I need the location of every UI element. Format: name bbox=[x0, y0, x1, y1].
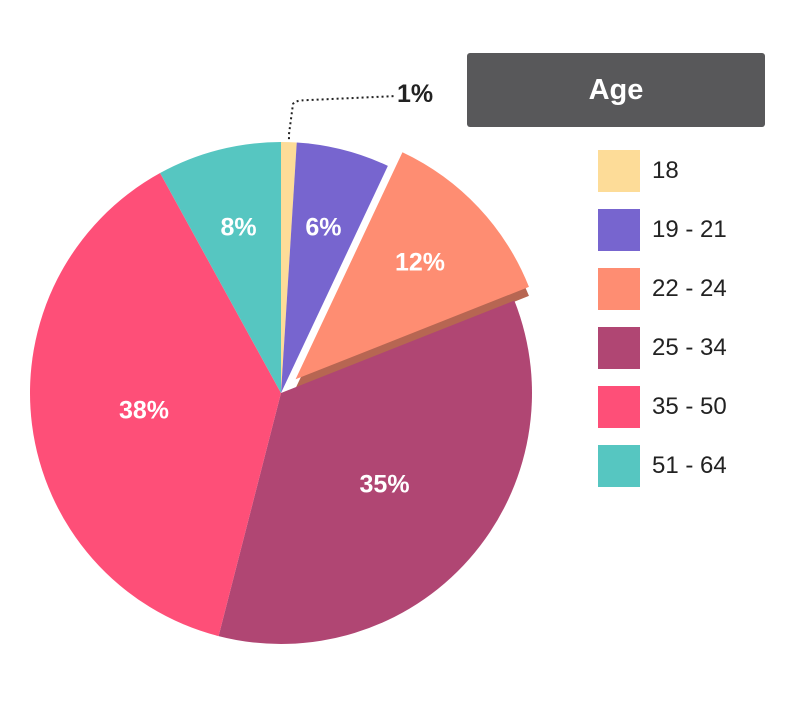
slice-label-19-21: 6% bbox=[305, 214, 341, 242]
pie-slice-labels: 6% 12% 35% 38% 8% bbox=[119, 214, 445, 499]
pie-slice-18 bbox=[281, 142, 297, 393]
pie-slice-51-64 bbox=[160, 142, 281, 393]
legend-item-19-21: 19 - 21 bbox=[598, 209, 788, 251]
legend-item-51-64: 51 - 64 bbox=[598, 445, 788, 487]
slice-label-25-34: 35% bbox=[360, 470, 410, 498]
legend-label: 35 - 50 bbox=[652, 393, 727, 420]
slice-label-35-50: 38% bbox=[119, 396, 169, 424]
slice-label-51-64: 8% bbox=[220, 214, 256, 242]
pie-slices bbox=[30, 142, 532, 645]
legend-swatch bbox=[598, 445, 640, 487]
pie-slice-19-21 bbox=[281, 142, 388, 393]
legend-title: Age bbox=[467, 53, 765, 127]
callout-leader-line bbox=[287, 95, 395, 140]
legend-item-22-24: 22 - 24 bbox=[598, 268, 788, 310]
legend-label: 18 bbox=[652, 157, 679, 184]
legend-label: 22 - 24 bbox=[652, 275, 727, 302]
callout-label-18: 1% bbox=[397, 80, 433, 108]
legend-label: 25 - 34 bbox=[652, 334, 727, 361]
legend-label: 19 - 21 bbox=[652, 216, 727, 243]
legend-item-35-50: 35 - 50 bbox=[598, 386, 788, 428]
pie-slice-35-50 bbox=[30, 173, 281, 637]
legend-swatch bbox=[598, 268, 640, 310]
legend-swatch bbox=[598, 209, 640, 251]
legend-item-25-34: 25 - 34 bbox=[598, 327, 788, 369]
pie-slice-22-24 bbox=[295, 152, 529, 380]
legend-swatch bbox=[598, 150, 640, 192]
legend-swatch bbox=[598, 327, 640, 369]
slice-label-22-24: 12% bbox=[395, 248, 445, 276]
legend-item-18: 18 bbox=[598, 150, 788, 192]
legend-label: 51 - 64 bbox=[652, 452, 727, 479]
pie-slice-25-34 bbox=[218, 300, 532, 645]
legend-swatch bbox=[598, 386, 640, 428]
